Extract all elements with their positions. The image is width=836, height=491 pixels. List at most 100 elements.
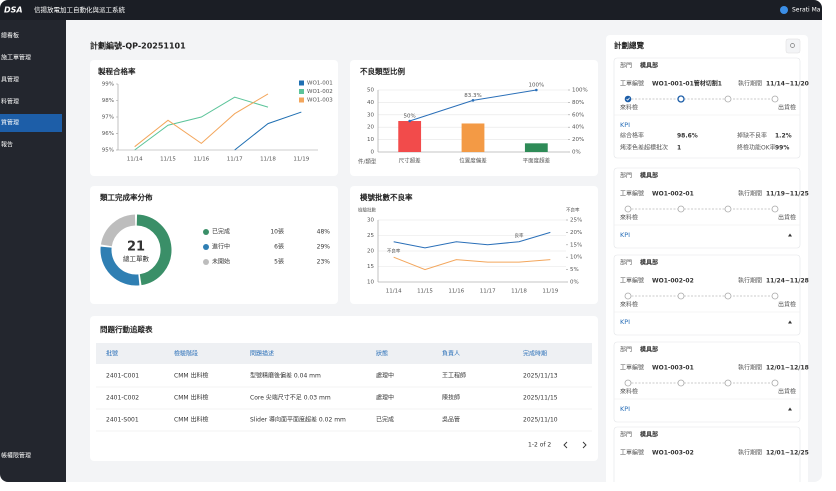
donut-label: 總工單數 xyxy=(123,254,150,263)
legend-label: 未開始 xyxy=(212,258,230,266)
table-cell: 2401-C001 xyxy=(106,373,139,380)
kpi-value: 98.6% xyxy=(677,133,698,140)
x-tick-label: 11/18 xyxy=(260,157,276,163)
y2-tick-label: 100% xyxy=(572,88,588,94)
nav-item[interactable]: 質管理 xyxy=(1,119,19,127)
y-tick-label: 99% xyxy=(102,82,114,88)
table-cell: 王工程師 xyxy=(442,372,466,380)
nav-item[interactable]: 料管理 xyxy=(1,98,19,106)
step xyxy=(771,95,779,103)
step xyxy=(677,292,685,300)
y2-tick-label: 40% xyxy=(572,125,584,131)
y2-tick-label: 20% xyxy=(572,137,584,143)
plan-card xyxy=(613,426,801,482)
y-tick-label: 10 xyxy=(367,137,374,143)
column-header: 問題描述 xyxy=(250,350,274,358)
x-tick-label: 11/14 xyxy=(127,157,143,163)
card xyxy=(90,60,338,176)
y-tick-label: 10 xyxy=(367,280,374,286)
y-tick-label: 20 xyxy=(367,125,374,131)
legend-label: WO1-002 xyxy=(307,89,333,95)
step-label: 出貨檢 xyxy=(778,214,796,222)
percent-label: 29% xyxy=(317,244,331,251)
data-label: 83.3% xyxy=(464,93,481,99)
kpi-toggle[interactable]: KPI xyxy=(620,405,630,413)
count-label: 5張 xyxy=(274,259,284,266)
step xyxy=(624,379,632,387)
user-name[interactable]: Serati Ma xyxy=(792,7,821,14)
wo-number: WO1-002-01 xyxy=(652,191,694,198)
table-cell: 吳品管 xyxy=(442,416,460,424)
wo-label: 工單編號 xyxy=(620,364,644,372)
legend-swatch xyxy=(299,97,304,103)
series-line xyxy=(134,96,269,151)
nav-item[interactable]: 具管理 xyxy=(1,76,19,84)
y2-tick-label: 80% xyxy=(572,100,584,106)
kpi-toggle[interactable]: KPI xyxy=(620,121,630,129)
nav-item[interactable]: 報告 xyxy=(1,141,13,149)
nav-item[interactable]: 帳權限管理 xyxy=(1,452,31,460)
column-header: 狀態 xyxy=(376,350,388,358)
pagination: 1-2 of 2 xyxy=(528,442,551,449)
y-tick-label: 15 xyxy=(367,264,374,270)
series-line xyxy=(393,256,551,271)
table-cell: 處理中 xyxy=(376,394,394,402)
step xyxy=(724,95,732,103)
period-label: 執行期間 xyxy=(738,449,762,457)
cumulative-point xyxy=(535,88,538,92)
page-title: 計劃編號-QP-20251101 xyxy=(90,41,186,51)
top-bar xyxy=(0,0,822,20)
table-cell: 處理中 xyxy=(376,372,394,380)
plan-card xyxy=(613,341,801,423)
step-label: 來料檢 xyxy=(620,388,638,396)
prev-page[interactable] xyxy=(563,441,568,449)
y-axis-label: 檢驗批數 xyxy=(358,207,376,214)
table-cell: 2025/11/10 xyxy=(523,417,558,424)
dept-label: 部門 xyxy=(620,431,632,439)
bar xyxy=(398,121,422,152)
period: 11/19~11/25 xyxy=(766,191,809,198)
data-label: 100% xyxy=(528,83,544,89)
kpi-toggle[interactable]: KPI xyxy=(620,318,630,326)
y-tick-label: 30 xyxy=(367,112,374,118)
dept-label: 部門 xyxy=(620,172,632,180)
nav-item[interactable]: 施工單管理 xyxy=(1,54,31,62)
column-header: 負責人 xyxy=(442,350,460,358)
kpi-label: 終檢功能OK率 xyxy=(737,144,776,152)
search-icon xyxy=(790,43,795,48)
x-tick-label: 11/18 xyxy=(511,289,527,295)
kpi-toggle[interactable]: KPI xyxy=(620,231,630,239)
period: 11/14~11/20 xyxy=(766,81,809,88)
cumulative-point xyxy=(471,99,475,102)
chart-title: 不良類型比例 xyxy=(360,66,405,76)
y-tick-label: 96% xyxy=(102,131,114,137)
step xyxy=(677,205,685,213)
y2-tick-label: 60% xyxy=(572,112,584,118)
x-tick-label: 尺寸超差 xyxy=(399,157,422,165)
dept: 模具部 xyxy=(640,259,658,267)
legend-dot xyxy=(203,259,209,265)
legend-label: 進行中 xyxy=(212,243,230,251)
next-page[interactable] xyxy=(582,441,587,449)
user-avatar xyxy=(780,6,788,14)
dept-label: 部門 xyxy=(620,62,632,70)
search-button[interactable] xyxy=(785,38,801,54)
x-tick-label: 11/15 xyxy=(417,289,433,295)
x-tick-label: 11/17 xyxy=(480,289,496,295)
percent-label: 23% xyxy=(317,259,331,266)
step-label: 來料檢 xyxy=(620,104,638,112)
table-cell: 型號精磨後偏差 0.04 mm xyxy=(250,372,321,380)
y-tick-label: 40 xyxy=(367,100,374,106)
bar xyxy=(524,143,548,152)
data-label: 50% xyxy=(404,114,416,120)
count-label: 6張 xyxy=(274,244,284,251)
nav-item[interactable]: 總看板 xyxy=(1,32,19,40)
app-title: 信揚放電加工自動化與派工系統 xyxy=(34,5,126,14)
table-header xyxy=(96,343,592,364)
y-tick-label: 95% xyxy=(102,148,114,154)
x-tick-label: 11/19 xyxy=(293,157,309,163)
table-cell: CMM 出料檢 xyxy=(174,394,208,402)
legend-swatch xyxy=(299,80,304,86)
step xyxy=(624,205,632,213)
